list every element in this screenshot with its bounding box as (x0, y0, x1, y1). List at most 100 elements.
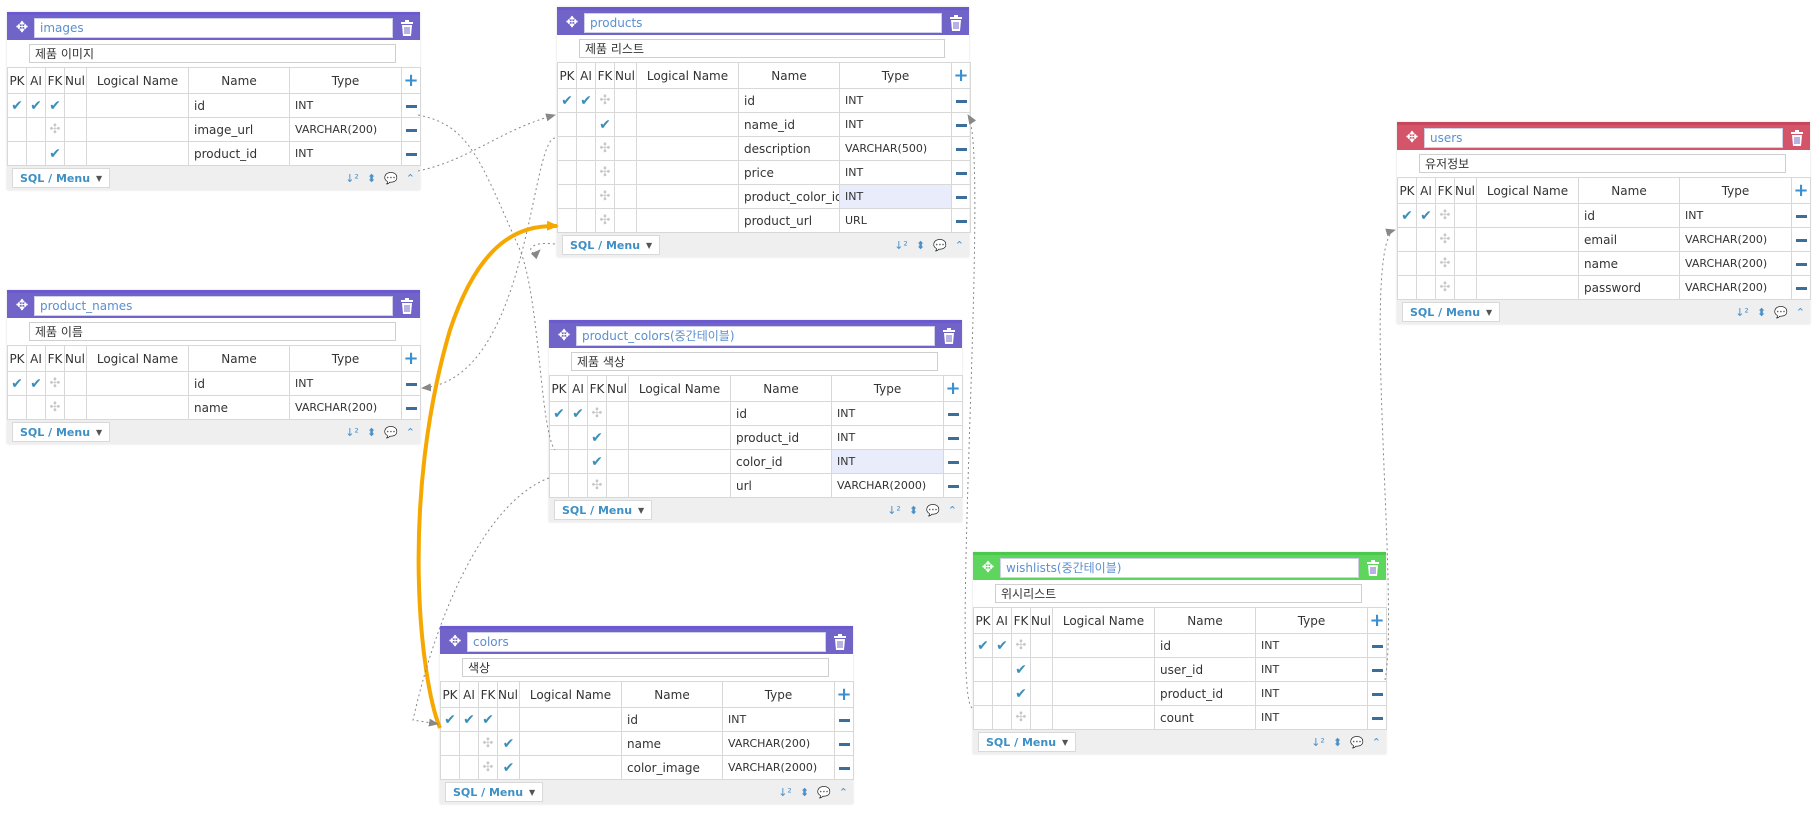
reorder-icon[interactable]: ⬍ (915, 238, 926, 252)
ai-toggle[interactable] (992, 705, 1012, 730)
pk-toggle[interactable]: ✔ (7, 93, 27, 118)
pk-toggle[interactable] (557, 160, 577, 185)
null-toggle[interactable] (606, 473, 629, 498)
comment-icon[interactable]: 💬 (817, 785, 831, 799)
column-name-cell[interactable]: product_id (730, 425, 832, 450)
remove-column-button[interactable] (1367, 657, 1387, 682)
logical-name-cell[interactable] (519, 731, 622, 756)
pk-toggle[interactable] (557, 184, 577, 209)
null-toggle[interactable] (614, 184, 637, 209)
column-type-cell[interactable]: VARCHAR(200) (722, 731, 835, 756)
reorder-icon[interactable]: ⬍ (1332, 735, 1343, 749)
sort-icon[interactable]: ↓² (345, 171, 359, 185)
null-toggle[interactable] (64, 395, 87, 420)
column-row[interactable]: ✔ ✔ ✔ id INT (440, 707, 854, 732)
null-toggle[interactable] (614, 136, 637, 161)
sort-icon[interactable]: ↓² (894, 238, 908, 252)
comment-icon[interactable]: 💬 (926, 503, 940, 517)
link-products-color[interactable] (530, 242, 556, 260)
null-toggle[interactable] (1030, 633, 1053, 658)
fk-toggle[interactable]: ✣ (595, 184, 615, 209)
null-toggle[interactable] (64, 93, 87, 118)
logical-name-cell[interactable] (86, 395, 189, 420)
column-type-cell[interactable]: INT (289, 141, 402, 166)
fk-toggle[interactable]: ✣ (45, 395, 65, 420)
column-type-cell[interactable]: INT (831, 401, 944, 426)
column-type-cell[interactable]: INT (1255, 657, 1368, 682)
sql-menu-button[interactable]: SQL / Menu ▼ (554, 500, 653, 520)
logical-name-cell[interactable] (1052, 681, 1155, 706)
reorder-icon[interactable]: ⬍ (1756, 305, 1767, 319)
fk-toggle[interactable]: ✔ (1011, 657, 1031, 682)
logical-name-cell[interactable] (1476, 203, 1579, 228)
column-row[interactable]: ✣ ✔ name VARCHAR(200) (440, 731, 854, 756)
column-row[interactable]: ✣ name VARCHAR(200) (7, 395, 421, 420)
fk-toggle[interactable]: ✣ (587, 473, 607, 498)
trash-icon[interactable] (397, 295, 417, 317)
column-name-cell[interactable]: url (730, 473, 832, 498)
table-colors[interactable]: ✥ colors 색상 PK AI FK Null Logical Name Name Type +… (440, 626, 854, 804)
column-row[interactable]: ✔ ✔ ✔ id INT (7, 93, 421, 118)
ai-toggle[interactable] (26, 117, 46, 142)
table-products[interactable]: ✥ products 제품 리스트 PK AI FK Null Logical Name Nam… (557, 7, 971, 257)
comment-icon[interactable]: 💬 (384, 425, 398, 439)
add-column-button[interactable]: + (1367, 607, 1387, 634)
null-toggle[interactable] (1030, 705, 1053, 730)
collapse-icon[interactable]: ⌃ (405, 171, 415, 185)
column-name-cell[interactable]: price (738, 160, 840, 185)
pk-toggle[interactable] (1397, 227, 1417, 252)
ai-toggle[interactable] (26, 141, 46, 166)
collapse-icon[interactable]: ⌃ (1371, 735, 1381, 749)
column-type-cell[interactable]: VARCHAR(500) (839, 136, 952, 161)
column-row[interactable]: ✣ count INT (973, 705, 1387, 730)
table-name-field[interactable]: wishlists(중간테이블) (1000, 557, 1359, 578)
null-toggle[interactable] (497, 707, 520, 732)
null-toggle[interactable] (64, 117, 87, 142)
null-toggle[interactable] (1454, 203, 1477, 228)
logical-name-cell[interactable] (628, 401, 731, 426)
fk-toggle[interactable]: ✣ (478, 731, 498, 756)
remove-column-button[interactable] (401, 141, 421, 166)
column-row[interactable]: ✔ ✔ ✣ id INT (7, 371, 421, 396)
table-product-colors[interactable]: ✥ product_colors(중간테이블) 제품 색상 PK AI FK Null Log… (549, 320, 963, 522)
ai-toggle[interactable] (576, 136, 596, 161)
trash-icon[interactable] (830, 631, 850, 653)
column-name-cell[interactable]: product_url (738, 208, 840, 233)
remove-column-button[interactable] (1791, 251, 1811, 276)
table-name-field[interactable]: product_names (34, 295, 393, 316)
sort-icon[interactable]: ↓² (887, 503, 901, 517)
null-toggle[interactable]: ✔ (497, 755, 520, 780)
column-name-cell[interactable]: image_url (188, 117, 290, 142)
column-type-cell[interactable]: VARCHAR(200) (1679, 275, 1792, 300)
column-type-cell[interactable]: INT (839, 160, 952, 185)
fk-toggle[interactable]: ✔ (45, 141, 65, 166)
collapse-icon[interactable]: ⌃ (405, 425, 415, 439)
ai-toggle[interactable] (568, 425, 588, 450)
ai-toggle[interactable] (26, 395, 46, 420)
pk-toggle[interactable] (549, 473, 569, 498)
move-icon[interactable]: ✥ (15, 296, 29, 314)
reorder-icon[interactable]: ⬍ (799, 785, 810, 799)
column-type-cell[interactable]: INT (831, 425, 944, 450)
logical-name-cell[interactable] (86, 371, 189, 396)
ai-toggle[interactable] (576, 184, 596, 209)
fk-toggle[interactable]: ✣ (1435, 227, 1455, 252)
reorder-icon[interactable]: ⬍ (366, 425, 377, 439)
fk-toggle[interactable]: ✔ (45, 93, 65, 118)
null-toggle[interactable]: ✔ (497, 731, 520, 756)
pk-toggle[interactable] (549, 425, 569, 450)
link-images-product-id[interactable] (417, 113, 556, 172)
add-column-button[interactable]: + (834, 681, 854, 708)
column-name-cell[interactable]: id (1154, 633, 1256, 658)
column-name-cell[interactable]: name (188, 395, 290, 420)
collapse-icon[interactable]: ⌃ (838, 785, 848, 799)
fk-toggle[interactable]: ✣ (1011, 705, 1031, 730)
fk-toggle[interactable]: ✣ (45, 371, 65, 396)
collapse-icon[interactable]: ⌃ (947, 503, 957, 517)
column-row[interactable]: ✣ description VARCHAR(500) (557, 136, 971, 161)
column-row[interactable]: ✔ ✔ ✣ id INT (557, 88, 971, 113)
column-type-cell[interactable]: INT (1255, 681, 1368, 706)
column-name-cell[interactable]: id (188, 371, 290, 396)
fk-toggle[interactable]: ✣ (595, 208, 615, 233)
pk-toggle[interactable] (7, 117, 27, 142)
